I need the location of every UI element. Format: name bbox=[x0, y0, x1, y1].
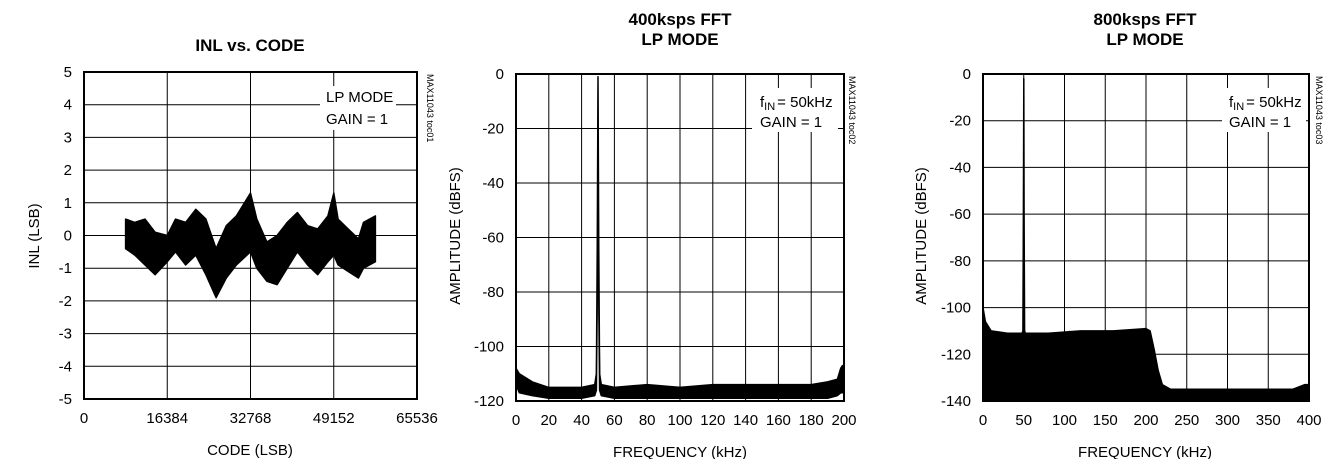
y-tick-label: -20 bbox=[949, 113, 971, 130]
x-tick-label: 140 bbox=[733, 412, 758, 429]
annotation-line-2: GAIN = 1 bbox=[760, 114, 822, 131]
chart-title: INL vs. CODE bbox=[195, 36, 304, 55]
plot-frame bbox=[83, 71, 418, 400]
annotation-line-1: fIN = 50kHz bbox=[760, 94, 833, 113]
x-tick-label: 350 bbox=[1256, 412, 1281, 429]
annotation-background bbox=[1222, 88, 1306, 132]
y-tick-label: -80 bbox=[949, 253, 971, 270]
x-tick-label: 16384 bbox=[146, 410, 188, 427]
annotation-subscript: IN bbox=[1233, 101, 1244, 113]
y-tick-label: 0 bbox=[64, 228, 72, 245]
x-tick-label: 20 bbox=[540, 412, 557, 429]
annotation-value: = 50kHz bbox=[777, 94, 832, 111]
y-tick-label: -120 bbox=[474, 393, 504, 410]
x-tick-labels: 0 16384 32768 49152 65536 bbox=[80, 410, 438, 427]
annotation-value: = 50kHz bbox=[1246, 94, 1301, 111]
x-tick-label: 120 bbox=[700, 412, 725, 429]
y-tick-label: -100 bbox=[474, 339, 504, 356]
y-tick-label: 4 bbox=[64, 97, 72, 114]
annotation-subscript: IN bbox=[764, 101, 775, 113]
chart-inl-vs-code: INL vs. CODE 5 4 3 2 1 0 -1 -2 -3 -4 -5 0 16384 3276… bbox=[26, 36, 438, 459]
annotation-symbol: f bbox=[1229, 94, 1234, 111]
x-tick-label: 400 bbox=[1296, 412, 1321, 429]
series-trace bbox=[982, 180, 1310, 403]
y-axis-label: INL (LSB) bbox=[26, 203, 43, 268]
chart-400ksps-fft: 400ksps FFT LP MODE 0 -20 -40 -60 -80 -100 -12… bbox=[447, 10, 857, 459]
series-trace bbox=[515, 81, 845, 399]
y-tick-labels: 0 -20 -40 -60 -80 -100 -120 bbox=[474, 66, 504, 410]
x-tick-label: 32768 bbox=[230, 410, 272, 427]
y-tick-label: -140 bbox=[941, 393, 971, 410]
y-tick-label: -40 bbox=[949, 159, 971, 176]
y-tick-label: 0 bbox=[963, 66, 971, 83]
x-tick-label: 0 bbox=[80, 410, 88, 427]
plot-frame bbox=[515, 73, 845, 402]
series-trace bbox=[125, 195, 376, 295]
y-tick-label: -4 bbox=[59, 358, 72, 375]
y-tick-label: -60 bbox=[482, 230, 504, 247]
x-tick-label: 60 bbox=[606, 412, 623, 429]
x-tick-label: 300 bbox=[1215, 412, 1240, 429]
y-axis-label: AMPLITUDE (dBFS) bbox=[913, 167, 930, 305]
annotation-line-2: GAIN = 1 bbox=[1229, 114, 1291, 131]
x-axis-label: FREQUENCY (kHz) bbox=[613, 444, 747, 459]
x-tick-label: 160 bbox=[766, 412, 791, 429]
y-tick-label: 3 bbox=[64, 129, 72, 146]
y-tick-label: -120 bbox=[941, 346, 971, 363]
x-tick-label: 150 bbox=[1093, 412, 1118, 429]
annotation-symbol: f bbox=[760, 94, 765, 111]
chart-800ksps-fft: 800ksps FFT LP MODE 0 -20 -40 -60 -80 -100 -12… bbox=[913, 10, 1324, 459]
y-tick-label: -20 bbox=[482, 121, 504, 138]
y-tick-label: -2 bbox=[59, 293, 72, 310]
plot-frame bbox=[982, 73, 1310, 402]
x-tick-label: 40 bbox=[573, 412, 590, 429]
annotation-line-1: LP MODE bbox=[326, 89, 393, 106]
y-tick-label: -60 bbox=[949, 206, 971, 223]
y-tick-label: 0 bbox=[496, 66, 504, 83]
side-label: MAX11043 toc03 bbox=[1314, 76, 1324, 144]
x-tick-label: 250 bbox=[1174, 412, 1199, 429]
x-tick-label: 200 bbox=[1133, 412, 1158, 429]
y-tick-label: -100 bbox=[941, 300, 971, 317]
x-tick-label: 0 bbox=[512, 412, 520, 429]
side-label: MAX11043 toc02 bbox=[847, 76, 857, 144]
y-tick-label: -40 bbox=[482, 175, 504, 192]
x-tick-label: 180 bbox=[799, 412, 824, 429]
annotation-line-1: fIN = 50kHz bbox=[1229, 94, 1302, 113]
y-tick-labels: 0 -20 -40 -60 -80 -100 -120 -140 bbox=[941, 66, 971, 410]
y-tick-label: 1 bbox=[64, 195, 72, 212]
y-tick-label: 2 bbox=[64, 162, 72, 179]
x-tick-label: 200 bbox=[831, 412, 856, 429]
plot-area bbox=[124, 192, 377, 299]
y-tick-label: -1 bbox=[59, 260, 72, 277]
annotation-background bbox=[752, 88, 838, 132]
grid bbox=[516, 74, 844, 401]
x-tick-label: 100 bbox=[1052, 412, 1077, 429]
x-tick-label: 49152 bbox=[313, 410, 355, 427]
y-tick-labels: 5 4 3 2 1 0 -1 -2 -3 -4 -5 bbox=[59, 64, 72, 408]
x-tick-label: 0 bbox=[979, 412, 987, 429]
y-tick-label: 5 bbox=[64, 64, 72, 81]
chart-title: 400ksps FFT bbox=[629, 10, 733, 29]
y-tick-label: -5 bbox=[59, 391, 72, 408]
y-tick-label: -3 bbox=[59, 326, 72, 343]
y-tick-label: -80 bbox=[482, 284, 504, 301]
annotation-line-2: GAIN = 1 bbox=[326, 111, 388, 128]
chart-title: 800ksps FFT bbox=[1094, 10, 1198, 29]
x-axis-label: FREQUENCY (kHz) bbox=[1078, 444, 1212, 459]
chart-subtitle: LP MODE bbox=[641, 30, 718, 49]
annotation-background bbox=[320, 86, 396, 130]
x-tick-label: 100 bbox=[667, 412, 692, 429]
x-tick-label: 80 bbox=[639, 412, 656, 429]
side-label: MAX11043 toc01 bbox=[425, 74, 435, 142]
x-tick-label: 65536 bbox=[396, 410, 438, 427]
x-tick-labels: 0 50 100 150 200 250 300 350 400 bbox=[979, 412, 1322, 429]
x-tick-label: 50 bbox=[1015, 412, 1032, 429]
x-tick-labels: 0 20 40 60 80 100 120 140 160 180 200 bbox=[512, 412, 857, 429]
chart-subtitle: LP MODE bbox=[1106, 30, 1183, 49]
x-axis-label: CODE (LSB) bbox=[207, 442, 293, 459]
y-axis-label: AMPLITUDE (dBFS) bbox=[447, 167, 464, 305]
